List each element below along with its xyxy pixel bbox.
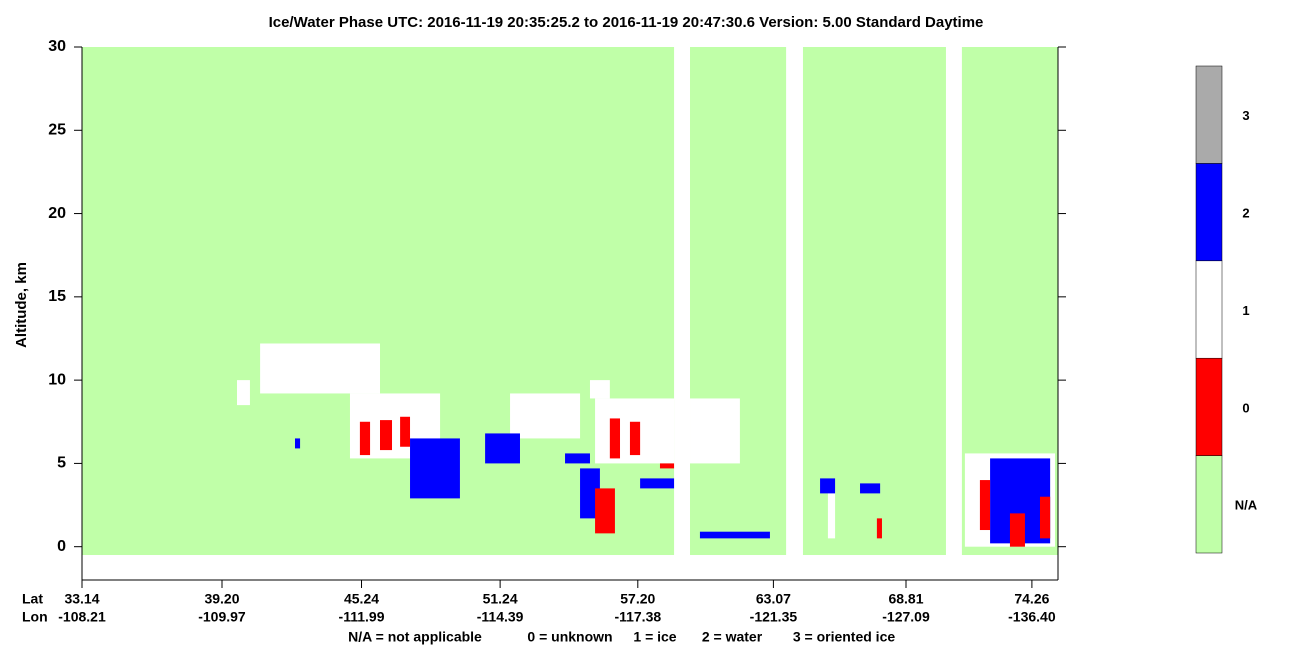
lat-tick-label: 74.26 <box>1014 591 1049 607</box>
y-tick-label: 25 <box>48 122 66 139</box>
y-tick-label: 0 <box>57 538 66 555</box>
phase-cell <box>820 478 836 494</box>
colorbar-label: N/A <box>1235 498 1258 513</box>
colorbar-swatch <box>1195 65 1223 164</box>
phase-cell <box>510 393 581 439</box>
phase-cell <box>410 438 460 499</box>
phase-cell <box>609 418 621 459</box>
phase-cell <box>659 463 675 469</box>
phase-cell <box>860 483 881 494</box>
phase-cell <box>580 468 600 519</box>
y-tick-label: 15 <box>48 288 66 305</box>
colorbar-swatch <box>1195 455 1223 554</box>
phase-cell <box>294 438 301 449</box>
phase-cell <box>699 531 770 539</box>
lat-tick-label: 33.14 <box>64 591 99 607</box>
y-axis-title: Altitude, km <box>13 262 30 348</box>
phase-cell <box>237 380 250 406</box>
colorbar-swatch <box>1195 163 1223 262</box>
lon-tick-label: -121.35 <box>750 609 798 625</box>
colorbar-label: 2 <box>1242 206 1249 221</box>
note-item: 0 = unknown <box>527 629 612 645</box>
phase-cell <box>485 433 520 464</box>
lat-tick-label: 39.20 <box>204 591 239 607</box>
colorbar-swatch <box>1195 357 1223 456</box>
lon-tick-label: -108.21 <box>58 609 106 625</box>
note-item: 3 = oriented ice <box>793 629 896 645</box>
phase-cell <box>876 518 882 539</box>
na-region <box>82 47 675 556</box>
lon-tick-label: -117.38 <box>614 609 661 625</box>
lon-tick-label: -127.09 <box>882 609 930 625</box>
note-item: 2 = water <box>702 629 763 645</box>
lon-tick-label: -114.39 <box>477 609 524 625</box>
lon-tick-label: -111.99 <box>339 609 385 625</box>
phase-cell <box>1009 513 1025 547</box>
phase-cell <box>640 478 675 489</box>
lon-row-label: Lon <box>22 609 48 625</box>
y-tick-label: 30 <box>48 38 66 55</box>
na-region <box>802 47 946 556</box>
phase-cell <box>565 453 590 464</box>
lat-tick-label: 57.20 <box>620 591 655 607</box>
phase-cell <box>690 398 740 464</box>
phase-cell <box>595 488 615 534</box>
colorbar-swatch <box>1195 260 1223 359</box>
lat-row-label: Lat <box>22 591 43 607</box>
y-tick-label: 20 <box>48 205 66 222</box>
note-item: N/A = not applicable <box>348 629 482 645</box>
phase-cell <box>260 343 380 394</box>
lon-tick-label: -109.97 <box>198 609 246 625</box>
phase-cell <box>359 421 371 456</box>
phase-cell <box>589 380 610 399</box>
phase-cell <box>1039 496 1051 539</box>
y-tick-label: 5 <box>57 455 66 472</box>
colorbar-label: 0 <box>1242 400 1249 415</box>
lat-tick-label: 68.81 <box>888 591 923 607</box>
lat-tick-label: 51.24 <box>483 591 518 607</box>
na-region <box>690 47 787 556</box>
lat-tick-label: 45.24 <box>344 591 379 607</box>
note-item: 1 = ice <box>633 629 676 645</box>
phase-cell <box>979 480 991 531</box>
y-tick-label: 10 <box>48 371 66 388</box>
colorbar-label: 3 <box>1242 108 1249 123</box>
phase-cell <box>827 488 836 539</box>
colorbar-label: 1 <box>1242 303 1249 318</box>
lat-tick-label: 63.07 <box>756 591 791 607</box>
phase-cell <box>379 420 393 451</box>
phase-cell <box>400 416 411 447</box>
phase-cell <box>629 421 641 456</box>
chart-title: Ice/Water Phase UTC: 2016-11-19 20:35:25… <box>269 14 984 31</box>
lon-tick-label: -136.40 <box>1008 609 1056 625</box>
